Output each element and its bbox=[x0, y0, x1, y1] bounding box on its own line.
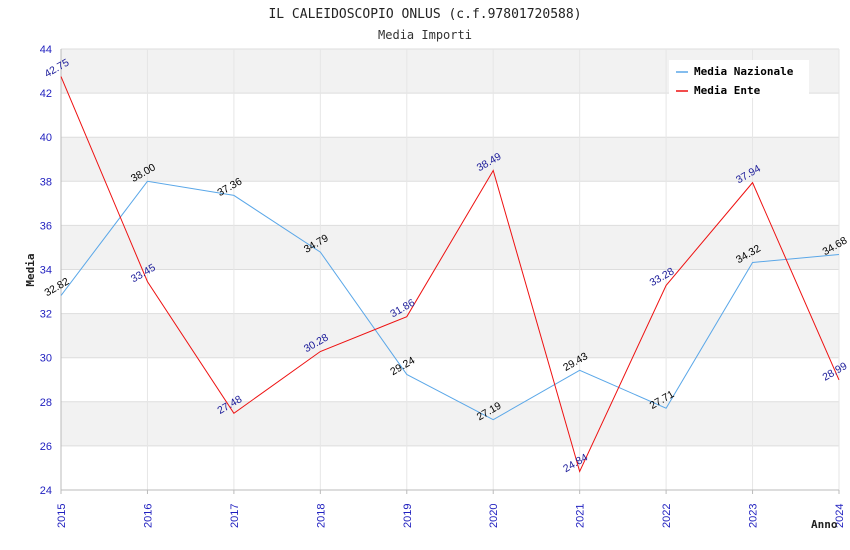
y-tick-label: 28 bbox=[40, 397, 52, 409]
x-axis-label: Anno bbox=[811, 518, 838, 531]
y-tick-label: 24 bbox=[40, 485, 52, 497]
x-tick-label: 2018 bbox=[315, 504, 327, 528]
data-label: 28.99 bbox=[821, 360, 850, 384]
x-tick-label: 2016 bbox=[142, 504, 154, 528]
x-tick-label: 2022 bbox=[661, 504, 673, 528]
series-lines bbox=[60, 76, 840, 473]
y-tick-label: 44 bbox=[40, 44, 52, 56]
legend-label-media-nazionale: Media Nazionale bbox=[694, 65, 794, 78]
y-tick-label: 30 bbox=[40, 353, 52, 365]
y-tick-labels: 24 26 28 30 32 34 36 38 40 42 44 bbox=[40, 44, 52, 497]
background-band bbox=[61, 313, 839, 358]
series-line-media-nazionale bbox=[60, 180, 840, 421]
y-axis-label: Media bbox=[24, 253, 37, 286]
y-tick-label: 42 bbox=[40, 88, 52, 100]
legend: Media Nazionale Media Ente bbox=[669, 60, 809, 98]
x-tick-label: 2021 bbox=[575, 504, 587, 528]
x-tick-label: 2015 bbox=[56, 504, 68, 528]
x-tick-label: 2017 bbox=[229, 504, 241, 528]
y-tick-label: 36 bbox=[40, 220, 52, 232]
gridlines bbox=[60, 48, 840, 494]
x-tick-label: 2023 bbox=[748, 504, 760, 528]
x-tick-label: 2024 bbox=[834, 504, 846, 528]
x-tick-label: 2020 bbox=[488, 504, 500, 528]
y-tick-label: 32 bbox=[40, 309, 52, 321]
legend-box bbox=[669, 60, 809, 98]
chart-subtitle: Media Importi bbox=[378, 28, 472, 42]
data-label: 32.82 bbox=[43, 276, 72, 300]
chart-title: IL CALEIDOSCOPIO ONLUS (c.f.97801720588) bbox=[268, 7, 581, 22]
background-band bbox=[61, 401, 839, 446]
series-line-media-ente bbox=[60, 76, 840, 473]
y-tick-label: 40 bbox=[40, 132, 52, 144]
legend-label-media-ente: Media Ente bbox=[694, 84, 761, 97]
background-band bbox=[61, 137, 839, 182]
data-label: 24.84 bbox=[561, 451, 590, 475]
x-tick-label: 2019 bbox=[402, 504, 414, 528]
x-tick-labels: 2015 2016 2017 2018 2019 2020 2021 2022 2023 2024 bbox=[56, 504, 846, 528]
y-tick-label: 38 bbox=[40, 176, 52, 188]
y-tick-label: 34 bbox=[40, 265, 52, 277]
plot-background-bands bbox=[61, 49, 839, 446]
background-band bbox=[61, 225, 839, 270]
y-tick-label: 26 bbox=[40, 441, 52, 453]
